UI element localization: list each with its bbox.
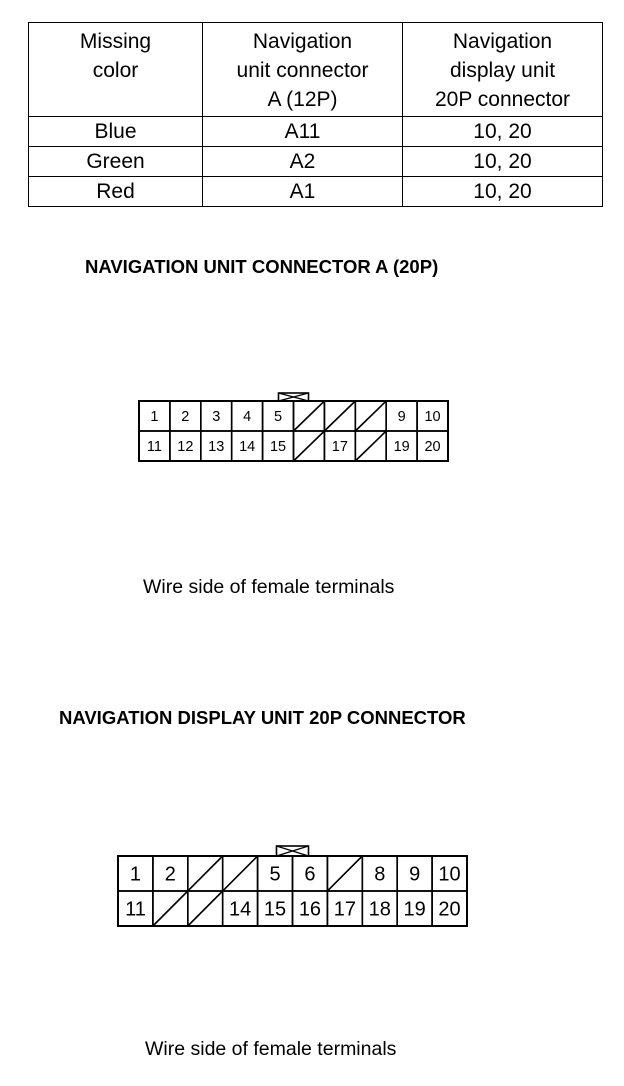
terminal-number: 3 <box>212 409 220 425</box>
terminal-number: 1 <box>150 409 158 425</box>
unused-slash <box>187 890 224 927</box>
terminal-number: 11 <box>147 439 162 455</box>
terminal-number: 14 <box>239 439 255 455</box>
table-cell-unit-terminal: A1 <box>202 176 403 207</box>
unused-slash <box>326 855 363 892</box>
terminal-number: 20 <box>424 439 440 455</box>
header-line: 20P connector <box>434 88 571 111</box>
terminal-number: 2 <box>165 864 176 886</box>
table-cell-display-terminal: 10, 20 <box>402 116 603 147</box>
unused-slash <box>354 400 387 432</box>
terminal-number: 10 <box>438 864 460 886</box>
terminal-number: 12 <box>177 439 193 455</box>
header-nav-unit-connector: Navigation unit connector A (12P) <box>202 22 403 117</box>
unused-slash <box>292 430 325 462</box>
terminal-number: 2 <box>181 409 189 425</box>
header-nav-display-connector: Navigation display unit 20P connector <box>402 22 603 117</box>
connector-b-title: NAVIGATION DISPLAY UNIT 20P CONNECTOR <box>59 707 466 728</box>
header-line: Navigation <box>252 30 353 53</box>
connector-b-diagram: 1 2 5 6 8 9 10 11 14 15 16 17 18 19 20 <box>117 845 468 927</box>
terminal-number: 16 <box>299 899 321 921</box>
header-line: Missing <box>79 30 152 53</box>
unused-slash <box>323 400 356 432</box>
table-cell-display-terminal: 10, 20 <box>402 146 603 177</box>
terminal-number: 10 <box>424 409 440 425</box>
connector-a-caption: Wire side of female terminals <box>143 576 395 598</box>
table-cell-unit-terminal: A2 <box>202 146 403 177</box>
terminal-number: 13 <box>208 439 224 455</box>
header-line: color <box>92 59 139 82</box>
terminal-number: 15 <box>270 439 286 455</box>
header-missing-color: Missing color <box>28 22 203 117</box>
terminal-number: 15 <box>264 899 286 921</box>
terminal-number: 8 <box>374 864 385 886</box>
terminal-cell: 20 <box>416 430 449 462</box>
terminal-cell: 20 <box>431 890 468 927</box>
table-row: Red A1 10, 20 <box>28 176 603 207</box>
lock-tab <box>275 845 310 857</box>
table-header-row: Missing color Navigation unit connector … <box>28 22 603 117</box>
header-line: Navigation <box>452 30 553 53</box>
header-line: display unit <box>449 59 556 82</box>
lock-tab <box>277 392 310 402</box>
terminal-number: 5 <box>269 864 280 886</box>
terminal-number: 9 <box>409 864 420 886</box>
terminal-number: 18 <box>369 899 391 921</box>
terminal-number: 17 <box>334 899 356 921</box>
table-cell-display-terminal: 10, 20 <box>402 176 603 207</box>
terminal-number: 20 <box>438 899 460 921</box>
unused-slash <box>187 855 224 892</box>
terminal-number: 17 <box>332 439 348 455</box>
terminal-number: 19 <box>394 439 410 455</box>
terminal-number: 19 <box>404 899 426 921</box>
unused-slash <box>354 430 387 462</box>
connector-b-caption: Wire side of female terminals <box>145 1038 397 1060</box>
unused-slash <box>292 400 325 432</box>
wiring-table: Missing color Navigation unit connector … <box>28 22 603 207</box>
terminal-number: 11 <box>125 899 146 921</box>
terminal-number: 1 <box>130 864 141 886</box>
header-line: A (12P) <box>267 88 338 111</box>
terminal-number: 6 <box>304 864 315 886</box>
terminal-number: 5 <box>274 409 282 425</box>
connector-a-title: NAVIGATION UNIT CONNECTOR A (20P) <box>85 256 439 277</box>
table-row: Green A2 10, 20 <box>28 146 603 177</box>
terminal-number: 9 <box>398 409 406 425</box>
terminal-number: 14 <box>229 899 251 921</box>
unused-slash <box>222 855 259 892</box>
table-cell-unit-terminal: A11 <box>202 116 403 147</box>
table-cell-color: Green <box>28 146 203 177</box>
unused-slash <box>152 890 189 927</box>
table-cell-color: Blue <box>28 116 203 147</box>
table-row: Blue A11 10, 20 <box>28 116 603 147</box>
table-cell-color: Red <box>28 176 203 207</box>
header-line: unit connector <box>236 59 369 82</box>
terminal-number: 4 <box>243 409 251 425</box>
